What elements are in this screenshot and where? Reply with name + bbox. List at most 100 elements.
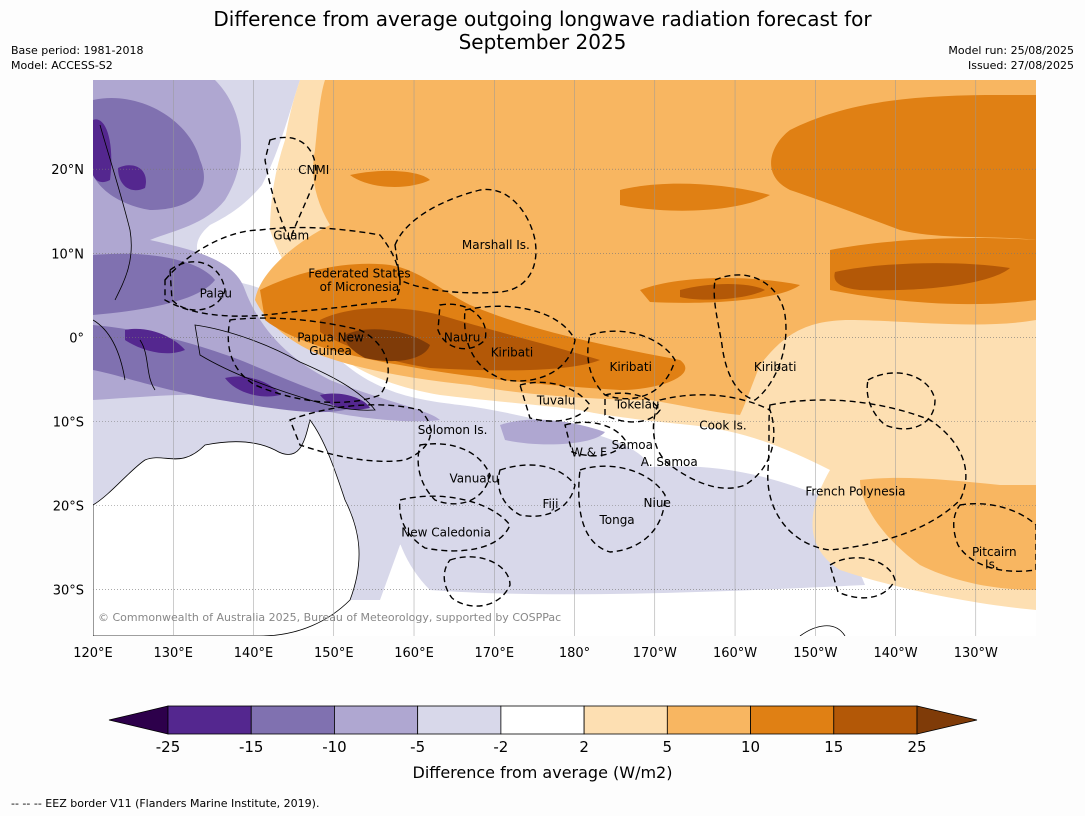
land-australia — [93, 419, 360, 636]
gridlines — [93, 80, 1036, 636]
latitude-tick-label: 20°S — [53, 500, 84, 515]
region-label: Cook Is. — [699, 419, 746, 433]
region-label: Palau — [200, 287, 232, 301]
eez-cnmi — [264, 136, 317, 242]
eez-southern-ring — [829, 557, 896, 599]
longitude-tick-label: 150°W — [793, 646, 837, 661]
eez-marshall — [394, 188, 537, 294]
eez-new-caledonia — [398, 495, 511, 552]
anomaly-fill-dark-orange — [260, 95, 1036, 390]
region-label: CNMI — [298, 163, 329, 177]
eez-norfolk — [443, 556, 511, 607]
land-borneo-sulawesi — [93, 319, 156, 391]
colorbar-tick-label: -15 — [239, 738, 264, 756]
colorbar-segment — [417, 705, 502, 735]
longitude-tick-label: 130°E — [153, 646, 193, 661]
longitude-tick-label: 170°E — [475, 646, 515, 661]
eez-wallis-samoa — [564, 421, 626, 457]
region-label: Marshall Is. — [462, 238, 530, 252]
longitude-tick-label: 150°E — [314, 646, 354, 661]
colorbar-label: Difference from average (W/m2) — [412, 763, 673, 782]
latitude-tick-label: 10°N — [51, 247, 84, 262]
latitude-tick-label: 10°S — [53, 416, 84, 431]
model-run: Model run: 25/08/2025 — [948, 44, 1074, 57]
colorbar-under-arrow — [108, 705, 169, 735]
colorbar-segment — [666, 705, 751, 735]
meta-right: Model run: 25/08/2025 Issued: 27/08/2025 — [948, 43, 1074, 73]
latitude-tick-label: 20°N — [51, 163, 84, 178]
copyright-text: © Commonwealth of Australia 2025, Bureau… — [98, 611, 561, 624]
footer-note: -- -- -- EEZ border V11 (Flanders Marine… — [11, 797, 320, 810]
colorbar: -25 -15 -10 -5 -2 2 5 10 15 25 — [108, 705, 978, 756]
issued-date: Issued: 27/08/2025 — [967, 59, 1074, 72]
anomaly-fill-dark-purple — [93, 98, 360, 413]
longitude-tick-label: 120°E — [73, 646, 113, 661]
eez-tuvalu — [519, 381, 591, 422]
colorbar-segment — [750, 705, 835, 735]
eez-french-polynesia-east — [866, 372, 936, 430]
region-label: Tokelau — [614, 398, 660, 412]
colorbar-tick-label: 2 — [579, 738, 589, 756]
colorbar-tick-label: -25 — [156, 738, 181, 756]
base-period: Base period: 1981-2018 — [11, 44, 144, 57]
anomaly-fill-deep-purple — [93, 119, 370, 410]
region-label: Guam — [273, 229, 309, 243]
eez-png — [227, 317, 389, 404]
longitude-tick-label: 140°E — [234, 646, 274, 661]
land-philippines — [99, 124, 132, 301]
eez-kiribati-phoenix — [587, 330, 676, 400]
colorbar-segment — [334, 705, 419, 735]
colorbar-tick-label: -2 — [493, 738, 508, 756]
eez-nauru — [437, 303, 487, 350]
eez-cook — [652, 394, 775, 489]
region-label: Tonga — [598, 513, 634, 527]
colorbar-tick-label: 25 — [907, 738, 926, 756]
region-label: W & F — [571, 446, 607, 460]
chart-title: Difference from average outgoing longwav… — [0, 8, 1085, 54]
eez-fiji — [497, 464, 576, 517]
anomaly-fill-light-purple-southeast — [393, 466, 865, 595]
title-line-2: September 2025 — [458, 30, 627, 54]
region-label: Nauru — [444, 330, 480, 344]
colorbar-tick-label: 5 — [663, 738, 673, 756]
eez-solomon — [289, 404, 432, 463]
land-new-guinea — [194, 324, 376, 411]
longitude-tick-label: 160°W — [713, 646, 757, 661]
meta-left: Base period: 1981-2018 Model: ACCESS-S2 — [11, 43, 143, 73]
anomaly-fill-medium-purple-solomon — [500, 419, 605, 445]
latitude-tick-labels: 20°N 10°N 0° 10°S 20°S 30°S — [51, 163, 84, 599]
region-label: French Polynesia — [805, 484, 905, 498]
longitude-tick-label: 140°W — [873, 646, 917, 661]
longitude-tick-label: 130°W — [954, 646, 998, 661]
colorbar-tick-label: 10 — [741, 738, 760, 756]
region-label: Solomon Is. — [418, 423, 488, 437]
latitude-tick-label: 0° — [69, 331, 84, 346]
longitude-tick-label: 180° — [559, 646, 590, 661]
region-label: Pitcairn — [972, 545, 1017, 559]
region-label: Kiribati — [754, 360, 796, 374]
region-label: Niue — [644, 496, 671, 510]
region-label: New Caledonia — [401, 526, 491, 540]
region-label: Guinea — [309, 344, 352, 358]
eez-borders — [164, 136, 1036, 607]
longitude-tick-label: 170°W — [633, 646, 677, 661]
latitude-tick-label: 30°S — [53, 584, 84, 599]
longitude-tick-labels: 120°E 130°E 140°E 150°E 160°E 170°E 180° 170°W 1… — [73, 646, 998, 661]
region-label: A. Samoa — [641, 455, 698, 469]
anomaly-fill-deep-orange — [320, 263, 1010, 371]
colorbar-segment — [583, 705, 668, 735]
region-label: of Micronesia — [320, 280, 400, 294]
colorbar-tick-label: -10 — [322, 738, 347, 756]
region-label: Kiribati — [491, 346, 533, 360]
eez-french-polynesia — [767, 399, 967, 551]
region-label: Kiribati — [609, 360, 651, 374]
region-label: Federated States — [308, 266, 410, 280]
eez-palau — [169, 261, 226, 311]
region-label: Vanuatu — [449, 472, 499, 486]
colorbar-tick-label: 15 — [824, 738, 843, 756]
colorbar-tick-label: -5 — [410, 738, 425, 756]
eez-pitcairn — [953, 503, 1036, 572]
